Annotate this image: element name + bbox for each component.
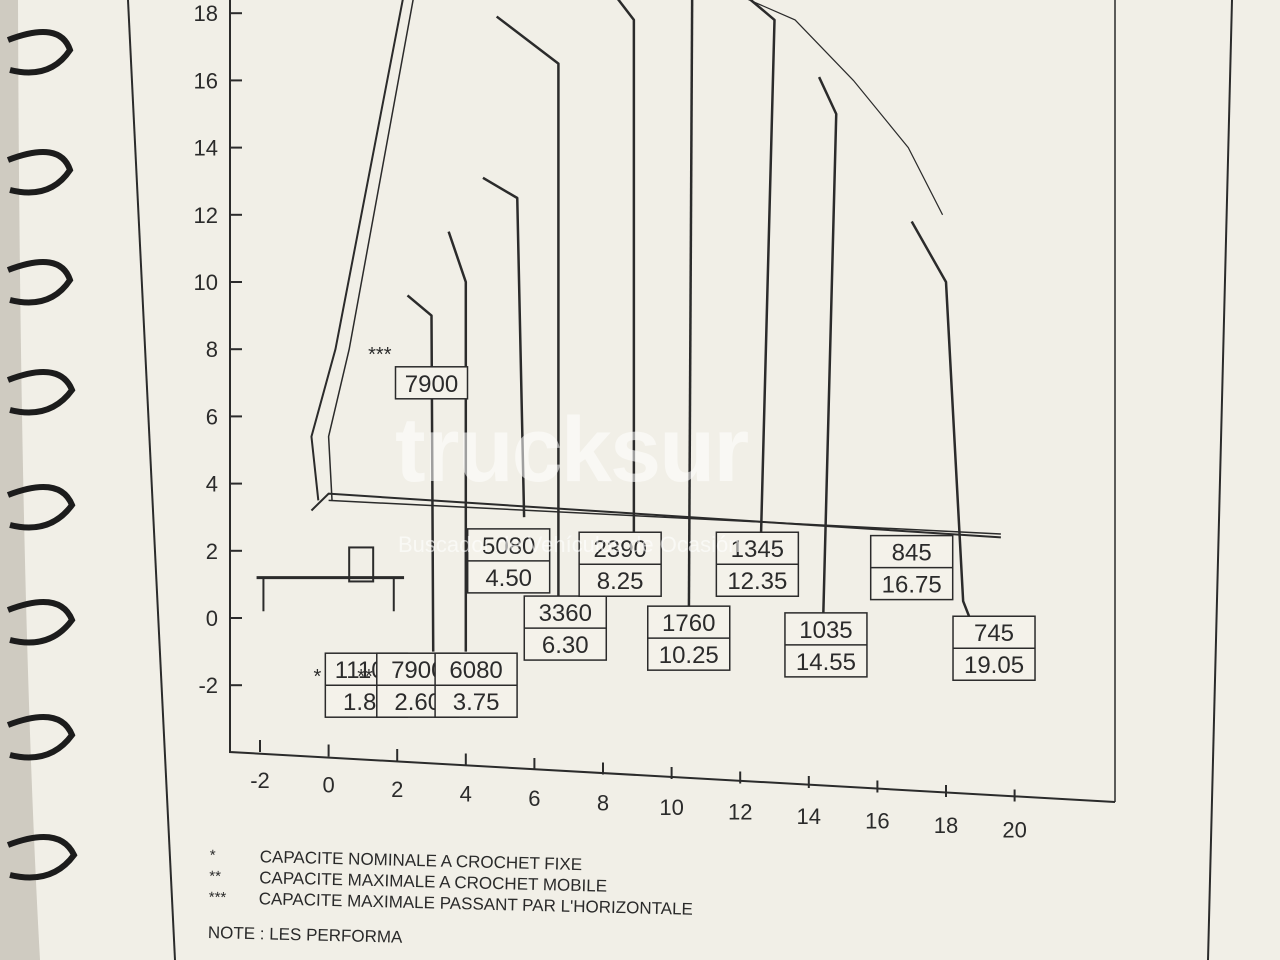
y-tick-label: 2 — [206, 539, 218, 564]
radius-value: 19.05 — [964, 652, 1024, 679]
load-value: 845 — [892, 540, 932, 567]
x-tick-label: 10 — [659, 795, 683, 820]
axis-frame — [229, 0, 1116, 803]
load-label: 1345 12.35 — [715, 531, 800, 597]
chart-axes — [229, 0, 1116, 803]
footnotes: * CAPACITE NOMINALE A CROCHET FIXE ** CAPA… — [208, 845, 695, 955]
load-value: 2390 — [593, 536, 646, 563]
x-tick-label: 12 — [728, 800, 752, 825]
radius-value: 4.50 — [485, 565, 532, 592]
load-label-box — [394, 366, 469, 400]
watermark-tagline: Buscador de Vehículos de Ocasión — [398, 532, 741, 557]
x-axis-ticks: -2 0 2 4 6 8 10 12 14 16 18 20 — [250, 740, 1027, 843]
load-value: 1035 — [799, 617, 852, 644]
y-tick-label: 10 — [194, 270, 218, 295]
load-curve — [817, 76, 838, 645]
spiral-binding — [6, 29, 78, 881]
crane-boom-vertical-inner — [327, 0, 414, 501]
watermark-brand: trucksur — [395, 399, 749, 501]
load-label: 3360 6.30 — [523, 595, 608, 661]
load-prefix: * — [314, 666, 322, 688]
x-tick-label: 14 — [797, 804, 821, 829]
x-tick-label: 0 — [322, 773, 334, 798]
load-curve — [495, 15, 560, 629]
x-tick-label: 2 — [391, 777, 403, 802]
x-tick-label: 18 — [934, 813, 958, 838]
radius-value: 14.55 — [796, 649, 856, 676]
y-tick-label: 4 — [206, 472, 218, 497]
reach-envelope — [747, 0, 944, 216]
y-tick-label: 8 — [206, 337, 218, 362]
load-value: 3360 — [539, 600, 592, 627]
footnote-mark: * — [209, 846, 216, 865]
load-curve — [749, 0, 776, 545]
radius-value: 10.25 — [659, 642, 719, 669]
radius-value: 6.30 — [542, 632, 589, 659]
load-value: 745 — [974, 620, 1014, 647]
x-tick-label: 8 — [597, 791, 609, 816]
load-value: 1760 — [662, 610, 715, 637]
crane-boom-vertical — [310, 0, 404, 501]
crane-boom-horizontal-lower — [328, 499, 1001, 535]
footnote-mark: ** — [209, 867, 222, 886]
radius-value: 3.75 — [453, 689, 500, 716]
load-value: 1345 — [731, 536, 784, 563]
load-prefix: *** — [368, 344, 392, 366]
load-curve — [617, 0, 636, 534]
x-tick-label: -2 — [250, 768, 270, 793]
load-curves — [406, 0, 982, 652]
crane-column — [348, 546, 375, 583]
load-curve — [447, 231, 468, 652]
load-label: 2390 8.25 — [578, 531, 662, 597]
load-curve — [406, 294, 435, 652]
x-tick-label: 4 — [460, 782, 472, 807]
load-label: 845 16.75 — [869, 534, 954, 601]
load-curve — [482, 176, 526, 518]
y-tick-label: 16 — [194, 68, 218, 93]
load-label: 1760 10.25 — [647, 605, 731, 671]
y-tick-label: 12 — [194, 203, 218, 228]
y-axis-ticks: 18 16 14 12 10 8 6 4 2 0 -2 — [194, 1, 242, 698]
load-label: 5080 4.50 — [466, 528, 551, 594]
x-tick-label: 6 — [528, 786, 540, 811]
radius-value: 2.60 — [394, 689, 441, 716]
radius-value: 16.75 — [882, 572, 942, 599]
load-value: 7900 — [405, 371, 458, 398]
load-value: 5080 — [482, 533, 535, 560]
radius-value: 8.25 — [597, 568, 644, 595]
y-tick-label: 0 — [206, 606, 218, 631]
load-curve — [687, 0, 694, 639]
load-value: 6080 — [449, 657, 502, 684]
load-label: 6080 3.75 — [434, 652, 518, 718]
y-tick-label: -2 — [198, 673, 218, 698]
load-prefix: ** — [357, 666, 373, 688]
radius-value: 12.35 — [727, 568, 787, 595]
x-tick-label: 16 — [865, 809, 889, 834]
load-label: 745 19.05 — [952, 615, 1036, 681]
load-label: 1035 14.55 — [784, 612, 868, 678]
crane-drawing — [256, 0, 1001, 612]
y-tick-label: 14 — [194, 136, 218, 161]
x-tick-label: 20 — [1002, 818, 1026, 843]
footnote-mark: *** — [208, 888, 227, 907]
y-tick-label: 6 — [206, 404, 218, 429]
y-tick-label: 18 — [194, 1, 218, 26]
load-label: 7900 *** — [368, 344, 469, 400]
